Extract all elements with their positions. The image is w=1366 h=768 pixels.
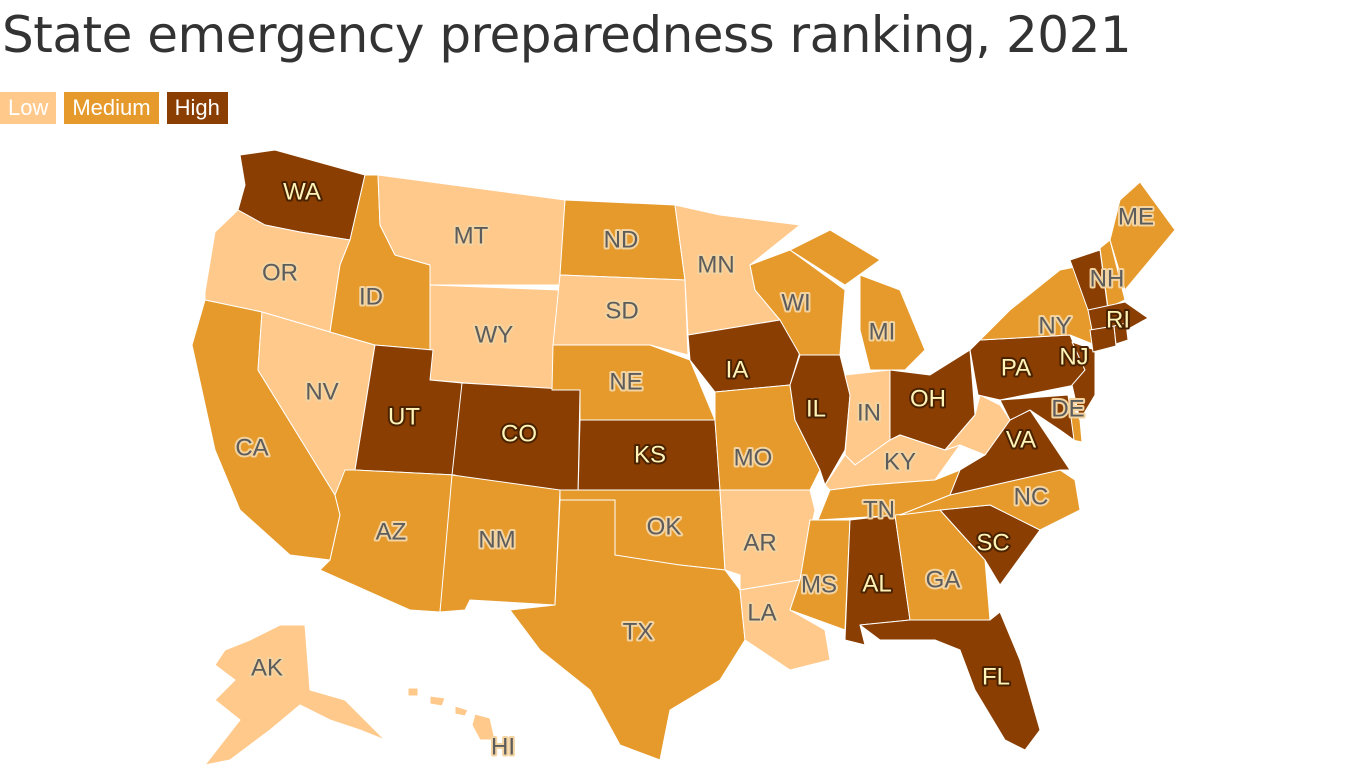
state-mi (789, 229, 881, 286)
state-mi (859, 274, 926, 371)
state-label-or: OR (262, 259, 298, 286)
state-label-id: ID (359, 283, 383, 310)
state-label-mt: MT (454, 222, 489, 249)
state-label-ut: UT (388, 403, 420, 430)
legend-low: Low (0, 92, 57, 124)
state-ak (204, 624, 386, 766)
state-label-nj: NJ (1059, 343, 1088, 370)
state-label-ms: MS (801, 571, 837, 598)
state-label-nh: NH (1090, 265, 1125, 292)
state-label-oh: OH (910, 385, 946, 412)
state-label-al: AL (862, 570, 891, 597)
state-label-wa: WA (283, 178, 321, 205)
state-sd (552, 274, 689, 356)
state-label-ak: AK (251, 654, 283, 681)
state-label-ok: OK (647, 513, 682, 540)
state-tx (509, 499, 746, 761)
state-label-mn: MN (697, 251, 734, 278)
state-label-mo: MO (734, 444, 773, 471)
state-label-nc: NC (1014, 483, 1049, 510)
state-label-tn: TN (863, 496, 895, 523)
state-md (999, 394, 1075, 441)
state-label-mi: MI (869, 318, 896, 345)
state-hi (454, 705, 469, 717)
state-ct (1089, 325, 1117, 353)
state-label-wi: WI (781, 289, 810, 316)
state-label-pa: PA (1001, 354, 1031, 381)
state-label-nm: NM (478, 526, 515, 553)
state-label-ky: KY (884, 448, 916, 475)
state-label-ne: NE (609, 368, 642, 395)
state-label-ks: KS (634, 441, 666, 468)
state-label-la: LA (747, 599, 776, 626)
state-label-fl: FL (982, 663, 1010, 690)
state-label-ny: NY (1038, 312, 1071, 339)
state-label-nv: NV (305, 378, 338, 405)
state-label-in: IN (857, 399, 881, 426)
state-wv (944, 394, 1011, 456)
state-label-co: CO (501, 420, 537, 447)
state-label-sd: SD (605, 297, 638, 324)
state-ri (1113, 322, 1129, 345)
state-label-ga: GA (926, 566, 961, 593)
chart-title: State emergency preparedness ranking, 20… (2, 6, 1132, 64)
state-ma (1087, 301, 1149, 331)
state-label-me: ME (1118, 203, 1154, 230)
state-label-tx: TX (623, 618, 654, 645)
state-label-hi: HI (491, 733, 515, 760)
state-hi (471, 713, 496, 741)
state-hi (407, 687, 419, 697)
state-label-de: DE (1051, 395, 1084, 422)
state-label-wy: WY (475, 321, 514, 348)
state-label-ia: IA (726, 356, 749, 383)
state-label-il: IL (806, 395, 826, 422)
state-nh (1099, 239, 1126, 309)
state-label-az: AZ (376, 518, 407, 545)
state-hi (429, 695, 446, 707)
state-label-va: VA (1006, 426, 1036, 453)
state-label-nd: ND (604, 226, 639, 253)
state-fl (859, 611, 1041, 751)
legend-medium: Medium (64, 92, 159, 124)
state-label-sc: SC (976, 529, 1009, 556)
legend-high: High (166, 92, 228, 124)
state-me (1109, 181, 1176, 291)
state-label-ar: AR (743, 529, 776, 556)
state-label-ri: RI (1106, 306, 1130, 333)
legend: Low Medium High (0, 92, 228, 124)
state-label-ca: CA (235, 434, 268, 461)
